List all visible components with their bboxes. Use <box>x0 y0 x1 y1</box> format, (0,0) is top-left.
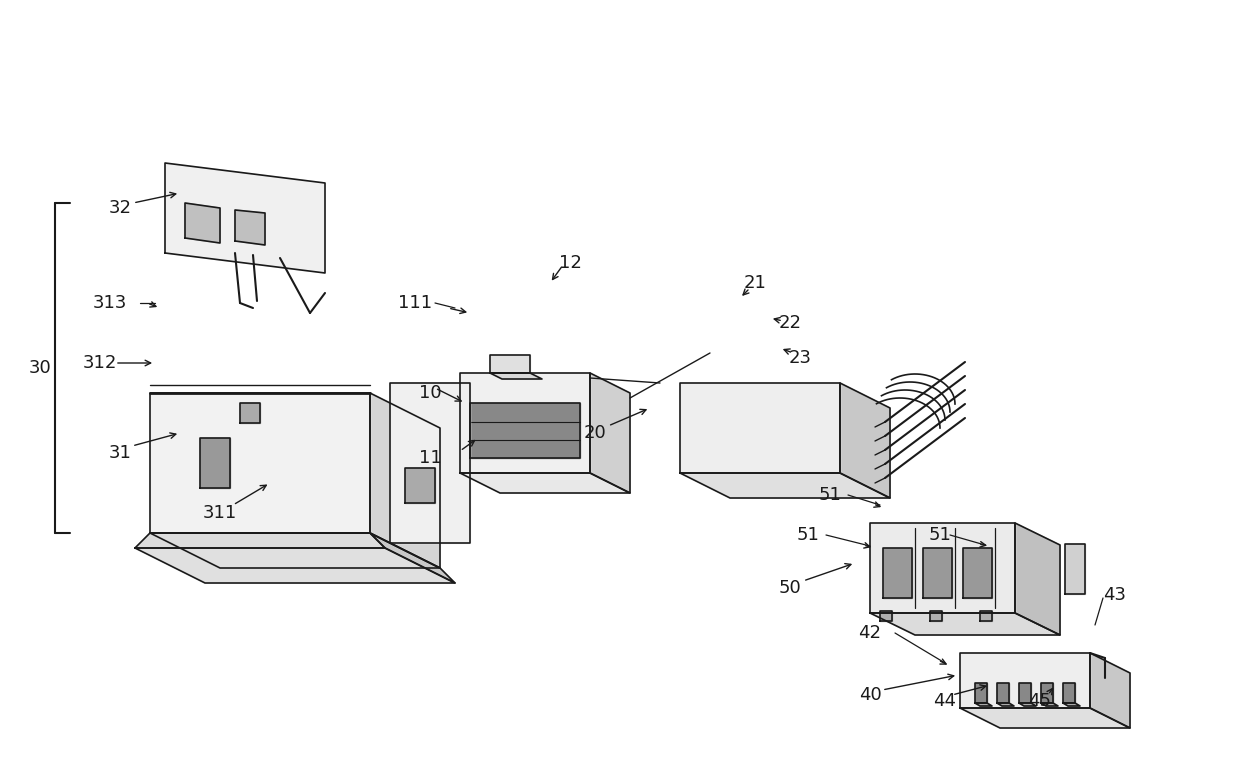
Polygon shape <box>680 383 839 473</box>
Polygon shape <box>1042 683 1053 703</box>
Polygon shape <box>975 683 987 703</box>
Polygon shape <box>391 383 470 543</box>
Text: 21: 21 <box>744 274 766 292</box>
Text: 50: 50 <box>779 579 801 597</box>
Polygon shape <box>241 403 260 423</box>
Text: 313: 313 <box>93 294 128 312</box>
Polygon shape <box>997 703 1014 706</box>
Text: 31: 31 <box>109 444 131 462</box>
Polygon shape <box>490 373 542 379</box>
Polygon shape <box>839 383 890 498</box>
Polygon shape <box>963 548 992 598</box>
Polygon shape <box>236 210 265 245</box>
Text: 10: 10 <box>419 384 441 402</box>
Polygon shape <box>460 373 590 473</box>
Polygon shape <box>135 533 384 548</box>
Polygon shape <box>135 548 455 583</box>
Polygon shape <box>490 355 529 373</box>
Text: 23: 23 <box>789 349 811 367</box>
Polygon shape <box>1019 683 1030 703</box>
Polygon shape <box>200 438 229 488</box>
Polygon shape <box>960 708 1130 728</box>
Text: 30: 30 <box>29 359 51 377</box>
Text: 12: 12 <box>558 254 582 272</box>
Polygon shape <box>883 548 911 598</box>
Polygon shape <box>870 613 1060 635</box>
Polygon shape <box>590 373 630 493</box>
Polygon shape <box>405 468 435 503</box>
Polygon shape <box>460 473 630 493</box>
Text: 51: 51 <box>818 486 842 504</box>
Text: 42: 42 <box>858 624 882 642</box>
Polygon shape <box>165 163 325 273</box>
Polygon shape <box>1042 703 1058 706</box>
Text: 45: 45 <box>1028 692 1052 710</box>
Text: 51: 51 <box>929 526 951 544</box>
Polygon shape <box>370 533 455 583</box>
Polygon shape <box>980 611 992 621</box>
Polygon shape <box>880 611 892 621</box>
Polygon shape <box>960 653 1090 708</box>
Polygon shape <box>1019 703 1035 706</box>
Polygon shape <box>1090 653 1130 728</box>
Text: 11: 11 <box>419 449 441 467</box>
Text: 32: 32 <box>109 199 131 217</box>
Polygon shape <box>150 393 370 533</box>
Text: 40: 40 <box>858 686 882 704</box>
Text: 311: 311 <box>203 504 237 522</box>
Polygon shape <box>1016 523 1060 635</box>
Polygon shape <box>1063 703 1080 706</box>
Polygon shape <box>1065 544 1085 594</box>
Polygon shape <box>930 611 942 621</box>
Text: 44: 44 <box>934 692 956 710</box>
Text: 20: 20 <box>584 424 606 442</box>
Polygon shape <box>470 403 580 458</box>
Text: 312: 312 <box>83 354 118 372</box>
Polygon shape <box>923 548 952 598</box>
Text: 51: 51 <box>796 526 820 544</box>
Polygon shape <box>870 523 1016 613</box>
Text: 43: 43 <box>1104 586 1126 604</box>
Polygon shape <box>975 703 992 706</box>
Text: 22: 22 <box>779 314 801 332</box>
Polygon shape <box>370 393 440 568</box>
Polygon shape <box>1063 683 1075 703</box>
Polygon shape <box>150 533 440 568</box>
Polygon shape <box>997 683 1009 703</box>
Polygon shape <box>680 473 890 498</box>
Polygon shape <box>185 203 219 243</box>
Text: 111: 111 <box>398 294 432 312</box>
